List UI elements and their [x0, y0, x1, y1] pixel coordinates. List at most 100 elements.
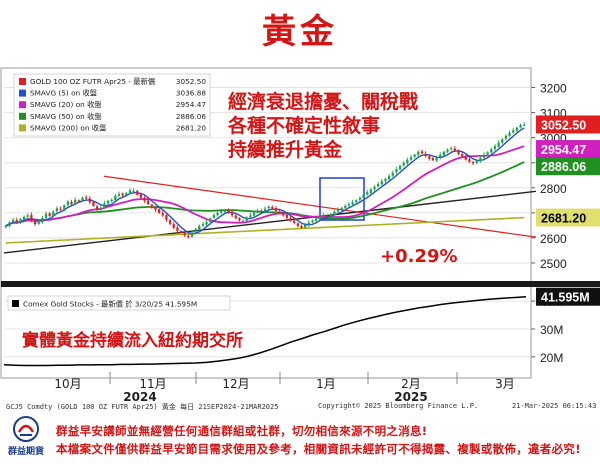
candle [168, 218, 172, 226]
candle [125, 191, 128, 197]
candle [486, 151, 489, 156]
candle-body [464, 156, 467, 160]
candle-body [161, 213, 164, 216]
value-tag-bg [536, 140, 600, 159]
candle-body [70, 201, 73, 205]
candle [70, 199, 73, 206]
candle-body [154, 207, 157, 210]
value-tag-text: 3052.50 [541, 119, 586, 133]
candle-body [121, 193, 124, 196]
month-label: 2月 [401, 377, 421, 391]
candle [8, 220, 11, 228]
candle [106, 199, 110, 206]
candle-body [304, 224, 307, 228]
logo-mark-icon [13, 416, 39, 442]
candle-body [274, 208, 278, 211]
candle-body [340, 207, 343, 210]
candle-body [85, 197, 88, 199]
price-tick-label: 2800 [540, 182, 567, 196]
candle [165, 214, 168, 222]
value-labels: 3052.50 2954.47 2886.06 2681.20 [536, 115, 600, 227]
annotation-line: 各種不確定性敘事 [227, 114, 380, 137]
value-tag-text: 2954.47 [541, 143, 586, 157]
candle-body [373, 186, 376, 190]
value-tag: 2681.20 [536, 208, 600, 227]
candle [220, 208, 223, 215]
candle [311, 219, 314, 224]
ma20-line [5, 145, 525, 227]
candle-body [92, 202, 95, 206]
candle-body [471, 161, 475, 164]
candle [369, 188, 372, 195]
value-tag-bg [536, 208, 600, 227]
candle [114, 193, 117, 202]
candle-body [420, 151, 424, 154]
candle-body [384, 178, 387, 182]
candle-body [220, 211, 223, 213]
candle-body [172, 224, 175, 228]
candle-body [55, 208, 59, 212]
candle [30, 212, 33, 223]
candle [121, 192, 124, 198]
candle-body [442, 151, 445, 156]
candle [358, 196, 362, 202]
candle [318, 214, 321, 221]
candle-body [479, 157, 482, 162]
candle [504, 134, 508, 141]
candle-body [136, 190, 139, 195]
candle-body [238, 218, 241, 221]
candle [355, 199, 358, 204]
year-label: 2025 [394, 390, 427, 402]
disclaimer-line-1: 群益早安講師並無經營任何通信群組或社群，切勿相信來源不明之消息! [56, 424, 428, 438]
candle-body [293, 220, 296, 223]
candle [263, 206, 267, 214]
candle [187, 233, 190, 239]
candle [431, 156, 435, 162]
candle-body [409, 157, 413, 160]
value-tag-bg [536, 157, 600, 176]
candle [475, 159, 478, 164]
candle [81, 196, 84, 202]
candle-body [66, 201, 70, 205]
support-trend-line [3, 190, 537, 254]
candle [450, 146, 453, 152]
candle [493, 144, 497, 151]
candle-body [125, 193, 128, 196]
disclaimer-line-2: 本檔案文件僅供群益早安節目需求使用及參考，相關資訊未經許可不得揭露、複製或散佈，… [56, 442, 581, 456]
volume-line [3, 295, 527, 367]
logo: 群益期貨 [4, 416, 48, 460]
candle [4, 224, 7, 229]
candle [33, 220, 37, 227]
candle [77, 199, 80, 203]
candle [95, 204, 99, 212]
candle-body [4, 225, 7, 228]
candle [490, 147, 493, 154]
candle-body [198, 225, 201, 230]
value-tag: 2886.06 [536, 157, 600, 176]
candle-body [377, 184, 380, 187]
candle [501, 138, 504, 145]
candle-body [201, 223, 205, 226]
candlestick-series [4, 122, 526, 239]
candle-body [402, 162, 405, 166]
candle-body [278, 211, 281, 214]
candle [471, 160, 475, 166]
candle [147, 198, 150, 206]
volume-legend: Comex Gold Stocks - 最新價 於 3/20/25 41.595… [7, 295, 231, 311]
candle [384, 177, 387, 184]
candle-body [391, 172, 394, 176]
candle-body [486, 152, 489, 155]
candle-body [128, 190, 132, 194]
candle [22, 215, 26, 222]
legend-label: SMAVG (5) on 收盤 [30, 89, 98, 98]
candle [439, 152, 442, 160]
candle-body [245, 217, 248, 221]
month-label: 3月 [495, 377, 515, 391]
candle [128, 188, 132, 195]
candle [460, 152, 464, 159]
candle-body [380, 181, 383, 185]
legend-value: 2954.47 [176, 100, 207, 109]
candle-body [508, 132, 511, 136]
price-tick-label: 2500 [540, 257, 567, 271]
candle [406, 157, 409, 166]
